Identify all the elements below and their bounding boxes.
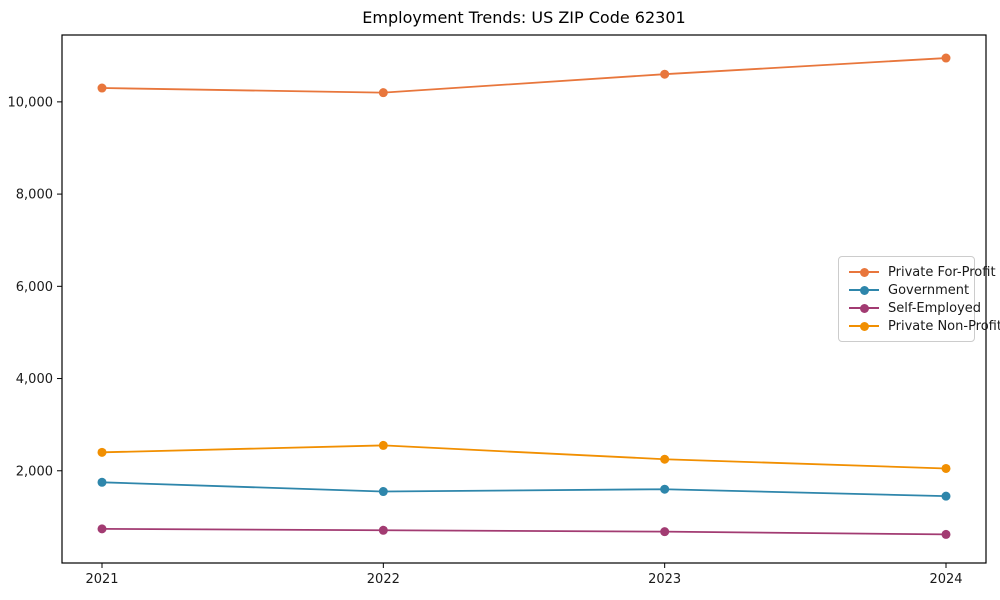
- series-line-government: [101, 481, 947, 498]
- series-marker-private-for-profit: [378, 88, 388, 98]
- series-line-private-non-profit: [101, 444, 947, 470]
- series-marker-government: [941, 491, 951, 501]
- x-axis-tick-label: 2023: [648, 572, 681, 587]
- x-axis-tick-label: 2022: [367, 572, 400, 587]
- legend-item-government: Government: [849, 281, 970, 299]
- y-axis-tick-label: 2,000: [16, 464, 53, 479]
- series-marker-private-non-profit: [378, 440, 388, 450]
- series-line-private-for-profit: [101, 57, 947, 94]
- y-axis-tick-label: 10,000: [8, 95, 54, 110]
- series-marker-self-employed: [378, 525, 388, 535]
- legend-label: Government: [888, 282, 970, 298]
- plot-border: [61, 34, 987, 564]
- legend-marker-self-employed-icon: [849, 303, 879, 313]
- legend: Private For-Profit Government Self-Employe…: [838, 256, 1000, 342]
- legend-label: Private For-Profit: [888, 264, 996, 280]
- x-axis-tick-label: 2024: [929, 572, 962, 587]
- legend-marker-private-non-profit-icon: [849, 321, 879, 331]
- series-marker-government: [660, 484, 670, 494]
- series-marker-self-employed: [941, 529, 951, 539]
- series-marker-private-non-profit: [97, 447, 107, 457]
- y-axis-tick-label: 4,000: [16, 372, 53, 387]
- y-axis-tick-label: 6,000: [16, 280, 53, 295]
- series-marker-private-for-profit: [97, 83, 107, 93]
- x-axis-tick-label: 2021: [85, 572, 118, 587]
- series-marker-private-for-profit: [660, 69, 670, 79]
- y-axis-tick-label: 8,000: [16, 188, 53, 203]
- legend-item-private-non-profit: Private Non-Profit: [849, 317, 1000, 335]
- series-marker-private-non-profit: [660, 454, 670, 464]
- chart-title: Employment Trends: US ZIP Code 62301: [362, 8, 686, 27]
- series-marker-self-employed: [660, 527, 670, 537]
- series-marker-private-for-profit: [941, 53, 951, 63]
- legend-label: Private Non-Profit: [888, 318, 1000, 334]
- series-marker-government: [97, 477, 107, 487]
- series-marker-self-employed: [97, 524, 107, 534]
- series-marker-private-non-profit: [941, 463, 951, 473]
- legend-label: Self-Employed: [888, 300, 982, 316]
- series-marker-government: [378, 487, 388, 497]
- legend-item-self-employed: Self-Employed: [849, 299, 981, 317]
- legend-marker-government-icon: [849, 285, 879, 295]
- legend-item-private-for-profit: Private For-Profit: [849, 263, 996, 281]
- legend-marker-private-for-profit-icon: [849, 267, 879, 277]
- series-line-self-employed: [101, 527, 947, 536]
